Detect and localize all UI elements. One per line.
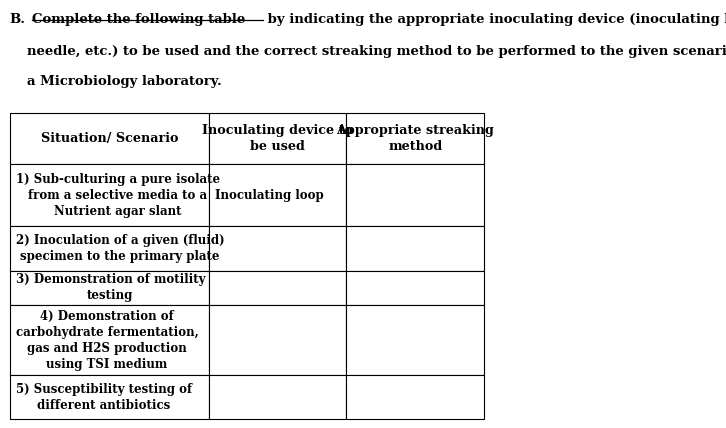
Bar <box>209 270 346 305</box>
Bar <box>209 164 346 226</box>
Text: 3) Demonstration of motility
testing: 3) Demonstration of motility testing <box>16 273 205 302</box>
Text: 1) Sub-culturing a pure isolate
from a selective media to a
Nutrient agar slant: 1) Sub-culturing a pure isolate from a s… <box>16 173 220 218</box>
Text: Complete the following table: Complete the following table <box>32 13 245 26</box>
Bar <box>346 164 484 226</box>
Bar <box>346 113 484 164</box>
Text: Inoculating loop: Inoculating loop <box>215 189 324 202</box>
Text: needle, etc.) to be used and the correct streaking method to be performed to the: needle, etc.) to be used and the correct… <box>27 45 726 58</box>
Bar <box>9 226 209 270</box>
Bar <box>209 113 346 164</box>
Bar <box>346 226 484 270</box>
Text: 5) Susceptibility testing of
different antibiotics: 5) Susceptibility testing of different a… <box>16 383 192 412</box>
Text: Inoculating device to
be used: Inoculating device to be used <box>203 124 354 153</box>
Bar <box>9 305 209 375</box>
Text: 2) Inoculation of a given (fluid)
specimen to the primary plate: 2) Inoculation of a given (fluid) specim… <box>16 234 224 263</box>
Bar <box>346 270 484 305</box>
Bar <box>346 375 484 419</box>
Bar <box>346 305 484 375</box>
Text: B.: B. <box>9 13 26 26</box>
Bar <box>209 226 346 270</box>
Text: Appropriate streaking
method: Appropriate streaking method <box>336 124 494 153</box>
Bar <box>209 305 346 375</box>
Text: by indicating the appropriate inoculating device (inoculating loop,: by indicating the appropriate inoculatin… <box>263 13 726 26</box>
Bar <box>9 113 209 164</box>
Bar <box>9 270 209 305</box>
Text: Situation/ Scenario: Situation/ Scenario <box>41 132 178 145</box>
Bar <box>9 375 209 419</box>
Bar <box>209 375 346 419</box>
Text: 4) Demonstration of
carbohydrate fermentation,
gas and H2S production
using TSI : 4) Demonstration of carbohydrate ferment… <box>16 309 198 371</box>
Bar <box>9 164 209 226</box>
Text: a Microbiology laboratory.: a Microbiology laboratory. <box>27 75 221 88</box>
